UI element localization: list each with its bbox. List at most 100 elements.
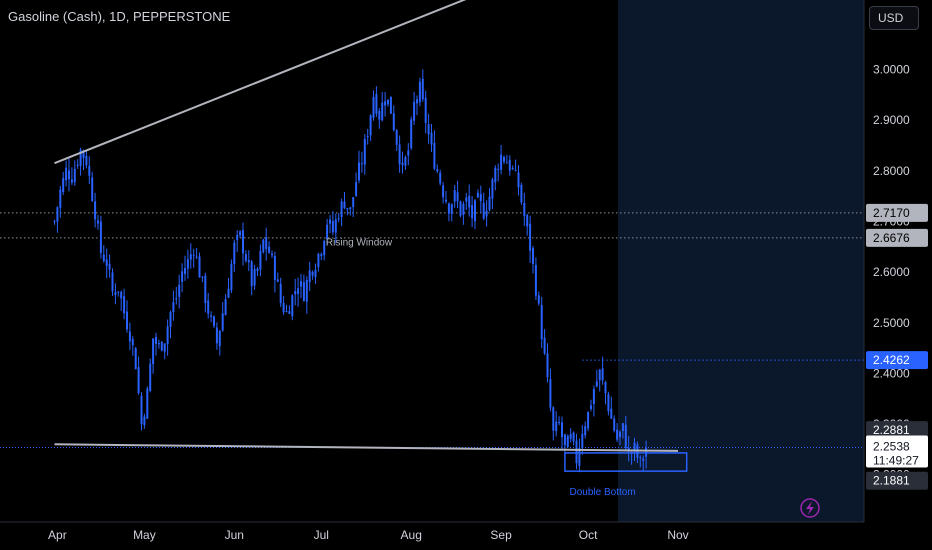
candle-135 <box>445 190 447 204</box>
trendline-1[interactable] <box>54 443 679 452</box>
double-bottom-box[interactable] <box>564 452 688 472</box>
candle-57 <box>218 330 221 356</box>
candles-layer <box>53 69 648 473</box>
candle-155 <box>503 155 505 165</box>
candle-14 <box>94 192 97 228</box>
candle-107 <box>363 134 366 175</box>
candle-58 <box>221 301 224 332</box>
candle-24 <box>123 288 126 320</box>
price-label-3: 2.2881 <box>866 421 928 440</box>
candle-75 <box>271 250 273 259</box>
candle-178 <box>569 428 572 443</box>
candle-171 <box>549 368 552 412</box>
price-label-4: 2.1881 <box>866 471 928 490</box>
y-tick-label: 2.9000 <box>873 113 910 127</box>
candle-69 <box>253 264 256 290</box>
candle-55 <box>213 315 215 328</box>
candle-121 <box>404 155 407 170</box>
trendline-0[interactable] <box>54 0 525 165</box>
candle-41 <box>172 290 175 321</box>
annotations-layer: Rising Window Double Bottom <box>326 238 688 498</box>
candle-203 <box>642 455 645 472</box>
y-tick-label: 2.6000 <box>873 265 910 279</box>
candle-154 <box>500 144 503 175</box>
candle-74 <box>268 241 271 254</box>
candle-152 <box>494 165 497 191</box>
candle-38 <box>163 343 166 360</box>
candle-92 <box>320 252 323 261</box>
candle-29 <box>137 356 140 395</box>
candle-150 <box>488 188 491 212</box>
x-tick-aug: Aug <box>401 528 422 542</box>
candle-86 <box>302 274 305 302</box>
candle-91 <box>317 252 320 272</box>
candle-202 <box>639 455 642 468</box>
candle-26 <box>128 322 131 351</box>
candle-28 <box>134 347 137 370</box>
candle-153 <box>497 163 500 182</box>
candle-97 <box>334 213 337 244</box>
candle-5 <box>68 158 70 192</box>
highlight-zone-layer <box>618 0 864 522</box>
candle-93 <box>323 239 326 261</box>
candle-12 <box>88 156 91 184</box>
candle-194 <box>616 423 619 443</box>
candle-18 <box>105 248 108 279</box>
candle-20 <box>111 268 114 296</box>
candle-59 <box>224 294 227 316</box>
candle-118 <box>395 129 398 152</box>
candle-111 <box>375 86 378 117</box>
candle-85 <box>300 273 302 299</box>
candle-88 <box>308 261 311 292</box>
candle-110 <box>372 90 375 121</box>
candle-54 <box>210 311 213 323</box>
candle-161 <box>520 182 523 205</box>
candle-49 <box>195 248 198 259</box>
candle-8 <box>76 159 79 169</box>
candle-35 <box>155 332 157 356</box>
candle-46 <box>186 249 189 279</box>
candle-50 <box>198 252 201 278</box>
candle-15 <box>97 214 99 230</box>
candle-21 <box>114 283 117 305</box>
candle-94 <box>326 218 329 246</box>
svg-text:2.4262: 2.4262 <box>873 353 910 367</box>
x-tick-jul: Jul <box>314 528 329 542</box>
candle-51 <box>201 276 204 283</box>
candle-102 <box>349 206 352 216</box>
candle-131 <box>433 130 436 171</box>
candle-164 <box>529 215 532 264</box>
candle-147 <box>479 185 482 213</box>
symbol-title[interactable]: Gasoline (Cash), 1D, PEPPERSTONE <box>8 9 231 24</box>
lightning-icon[interactable] <box>800 498 820 518</box>
candle-112 <box>378 107 381 129</box>
candle-71 <box>259 244 262 277</box>
candle-45 <box>184 255 186 281</box>
candle-187 <box>595 369 598 388</box>
candle-146 <box>476 189 479 199</box>
candle-68 <box>250 259 253 296</box>
candle-62 <box>233 239 236 272</box>
candle-63 <box>236 230 239 252</box>
candle-183 <box>584 421 587 439</box>
x-tick-may: May <box>133 528 156 542</box>
candle-52 <box>204 272 207 313</box>
candle-103 <box>352 196 355 217</box>
candle-31 <box>143 413 146 429</box>
candle-158 <box>511 165 514 171</box>
candle-72 <box>262 238 265 254</box>
y-tick-label: 2.4000 <box>873 366 910 380</box>
candle-170 <box>546 343 549 383</box>
candle-143 <box>468 184 471 217</box>
candle-25 <box>126 300 128 333</box>
currency-button[interactable]: USD <box>869 6 919 30</box>
candle-165 <box>532 245 534 274</box>
candle-169 <box>543 329 546 356</box>
candle-159 <box>514 159 517 172</box>
candle-126 <box>418 77 421 107</box>
candle-22 <box>117 291 120 297</box>
candle-109 <box>369 114 372 142</box>
candle-100 <box>343 191 346 210</box>
candle-16 <box>99 215 102 259</box>
